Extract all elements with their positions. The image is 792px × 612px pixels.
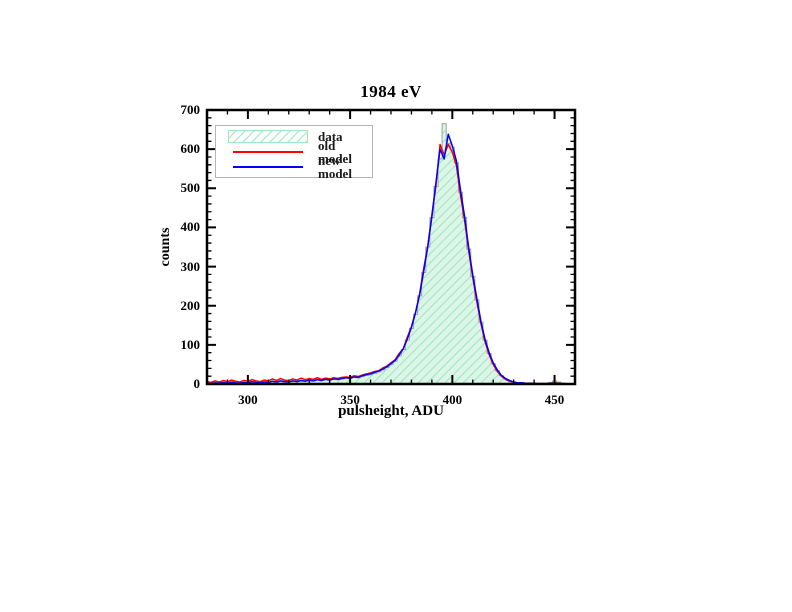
line-swatch-icon: [228, 165, 308, 168]
plot-frame: [205, 108, 577, 386]
legend-line-sample: [233, 165, 303, 168]
y-tick-label: 100: [180, 336, 201, 352]
minor-ticks: [207, 110, 575, 384]
x-tick-label: 400: [442, 392, 463, 407]
legend-item: new model: [216, 154, 372, 180]
legend-line-sample: [233, 150, 303, 153]
y-tick-label: 300: [180, 258, 201, 274]
y-tick-label: 200: [180, 297, 201, 313]
old-model-line: [207, 143, 575, 384]
legend-item: old model: [216, 139, 372, 165]
data-hatch-swatch-icon: [228, 130, 308, 143]
y-tick-label: 0: [193, 376, 201, 391]
x-tick-label: 450: [544, 392, 565, 407]
legend-item-label: new model: [318, 152, 352, 181]
x-tick-label: 300: [238, 392, 258, 407]
x-axis-label: pulsheight, ADU: [338, 403, 444, 419]
legend-item: data: [216, 129, 372, 144]
y-tick-label: 400: [180, 219, 201, 235]
x-tick-label: 350: [340, 392, 360, 407]
chart-title: 1984 eV: [360, 82, 422, 101]
y-tick-label: 700: [180, 102, 201, 117]
line-swatch-icon: [228, 150, 308, 153]
legend-box: data old model new model: [215, 125, 373, 180]
y-tick-label: 600: [180, 141, 201, 157]
legend-item-label: data: [318, 129, 343, 144]
y-tick-label: 500: [180, 180, 201, 196]
legend-item-label: old model: [318, 137, 352, 166]
